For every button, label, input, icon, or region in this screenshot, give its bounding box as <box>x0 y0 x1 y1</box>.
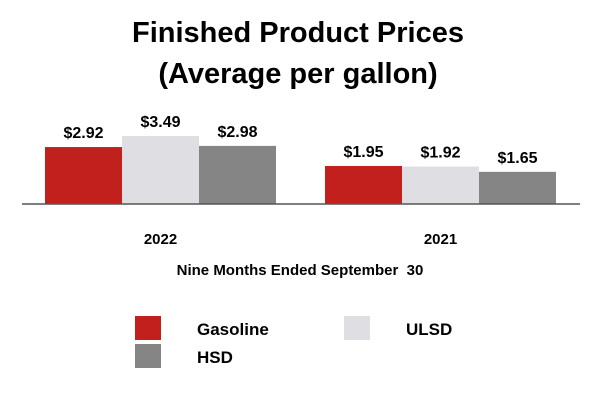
category-label-2022: 2022 <box>144 231 177 248</box>
legend-swatch-gasoline <box>135 316 161 340</box>
category-label-2021: 2021 <box>424 231 457 248</box>
legend-swatch-ulsd <box>344 316 370 340</box>
data-label-gasoline-2021: $1.95 <box>343 144 383 161</box>
data-label-gasoline-2022: $2.92 <box>63 125 103 142</box>
chart-title: Finished Product Prices <box>132 17 464 49</box>
bar-gasoline-2022 <box>45 147 122 204</box>
legend: Gasoline ULSD HSD <box>135 316 452 368</box>
x-axis-label: Nine Months Ended September 30 <box>177 262 424 279</box>
bar-hsd-2022 <box>199 145 276 204</box>
bar-hsd-2021 <box>479 171 556 204</box>
bar-gasoline-2021 <box>325 165 402 204</box>
legend-swatch-hsd <box>135 344 161 368</box>
data-label-ulsd-2022: $3.49 <box>140 114 180 131</box>
legend-label-ulsd: ULSD <box>406 320 452 339</box>
legend-label-gasoline: Gasoline <box>197 320 269 339</box>
chart-subtitle: (Average per gallon) <box>158 58 437 90</box>
bar-ulsd-2022 <box>122 135 199 204</box>
data-label-hsd-2022: $2.98 <box>217 124 257 141</box>
data-label-hsd-2021: $1.65 <box>497 150 537 167</box>
legend-label-hsd: HSD <box>197 348 233 367</box>
bar-ulsd-2021 <box>402 166 479 204</box>
data-label-ulsd-2021: $1.92 <box>420 145 460 162</box>
category-labels: 2022 2021 <box>144 231 457 248</box>
bars-group: $2.92 $3.49 $2.98 $1.95 $1.92 $1.65 <box>45 114 556 204</box>
